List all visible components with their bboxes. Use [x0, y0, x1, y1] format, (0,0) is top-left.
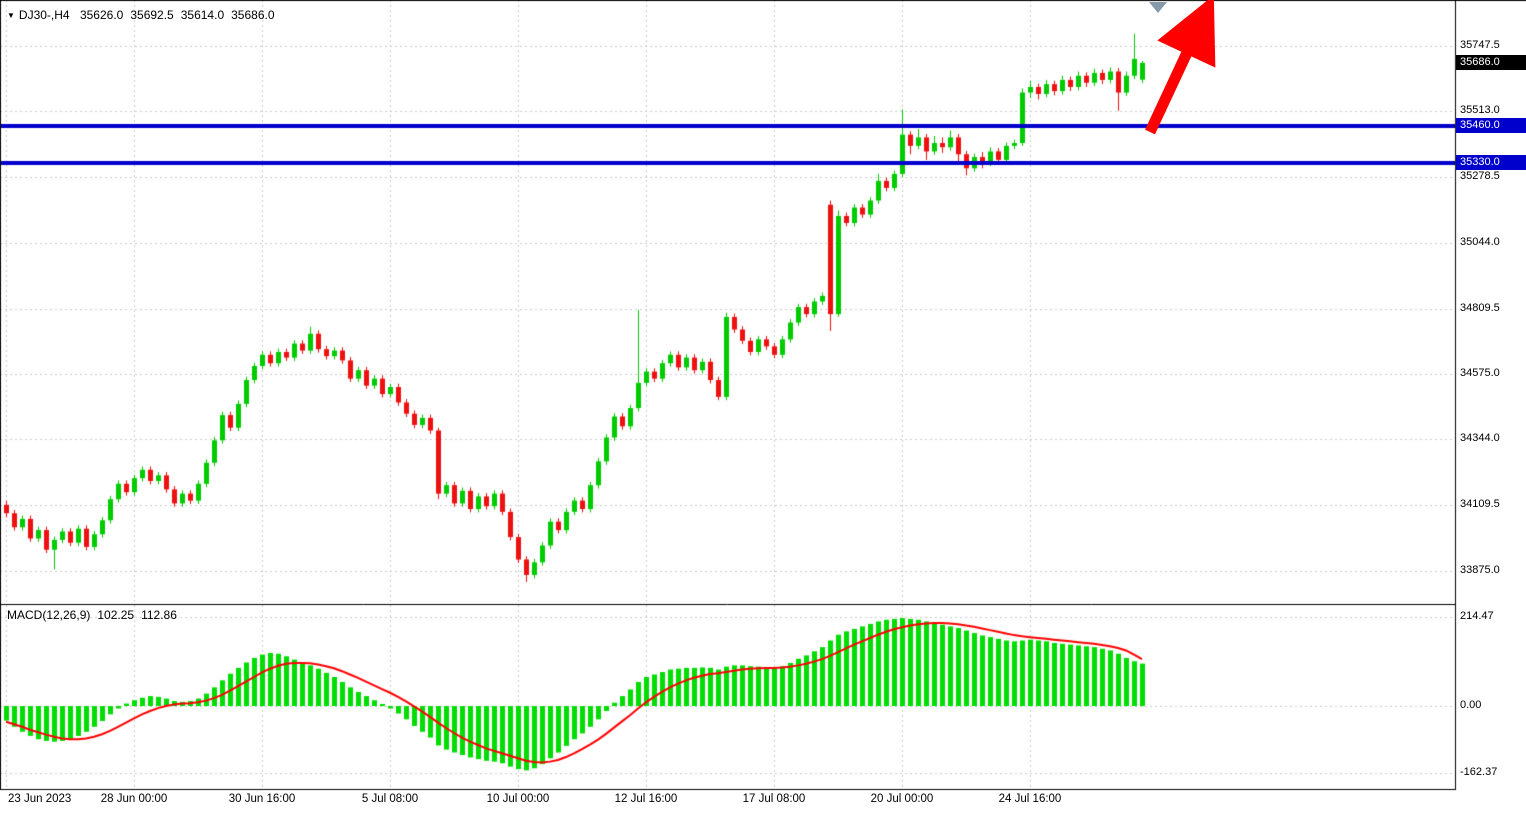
resistance-level-badge: 35460.0 — [1456, 118, 1526, 134]
symbol-period-label: DJ30-,H4 — [18, 8, 70, 22]
price-axis-label: 33875.0 — [1460, 563, 1500, 576]
time-axis-label: 24 Jul 16:00 — [998, 793, 1062, 805]
time-axis-label: 12 Jul 16:00 — [614, 793, 678, 805]
price-axis-label: 34344.0 — [1460, 432, 1500, 445]
macd-name: MACD(12,26,9) — [7, 608, 91, 622]
ohlc-open-value: 35626.0 — [79, 8, 124, 22]
macd-axis-label: 214.47 — [1460, 610, 1494, 623]
price-axis-label: 34575.0 — [1460, 367, 1500, 380]
price-axis-label: 35747.5 — [1460, 38, 1500, 51]
time-axis-label: 5 Jul 08:00 — [361, 793, 419, 805]
time-axis-label: 30 Jun 16:00 — [228, 793, 296, 805]
price-axis-label: 35513.0 — [1460, 104, 1500, 117]
time-scale[interactable]: 23 Jun 2023 28 Jun 00:00 30 Jun 16:00 5 Jul… — [0, 790, 1455, 813]
macd-axis-label: -162.37 — [1460, 766, 1498, 779]
symbol-dropdown-icon: ▼ — [7, 11, 15, 20]
time-axis-label: 10 Jul 00:00 — [486, 793, 550, 805]
price-axis-label: 34109.5 — [1460, 497, 1500, 510]
macd-axis-label: 0.00 — [1460, 699, 1482, 712]
macd-indicator-label: MACD(12,26,9) 102.25 112.86 — [7, 608, 177, 622]
support-level-badge: 35330.0 — [1456, 154, 1526, 170]
price-axis-label: 35044.0 — [1460, 235, 1500, 248]
macd-main-value: 102.25 — [97, 608, 135, 622]
price-scale[interactable]: 35747.5 35513.0 35278.5 35044.0 34809.5 34575… — [1456, 0, 1526, 790]
time-axis-label: 17 Jul 08:00 — [742, 793, 806, 805]
time-axis-label: 20 Jul 00:00 — [870, 793, 934, 805]
chart-header: ▼ DJ30-,H4 35626.0 35692.5 35614.0 35686.0 — [7, 8, 275, 22]
ohlc-low-value: 35614.0 — [180, 8, 225, 22]
current-price-badge: 35686.0 — [1456, 54, 1526, 70]
macd-signal-value: 112.86 — [141, 608, 177, 622]
price-axis-label: 34809.5 — [1460, 301, 1500, 314]
time-axis-label: 28 Jun 00:00 — [100, 793, 168, 805]
ohlc-high-value: 35692.5 — [130, 8, 174, 22]
price-axis-label: 35278.5 — [1460, 170, 1500, 183]
ohlc-close-value: 35686.0 — [231, 8, 275, 22]
time-axis-label: 23 Jun 2023 — [8, 793, 72, 805]
